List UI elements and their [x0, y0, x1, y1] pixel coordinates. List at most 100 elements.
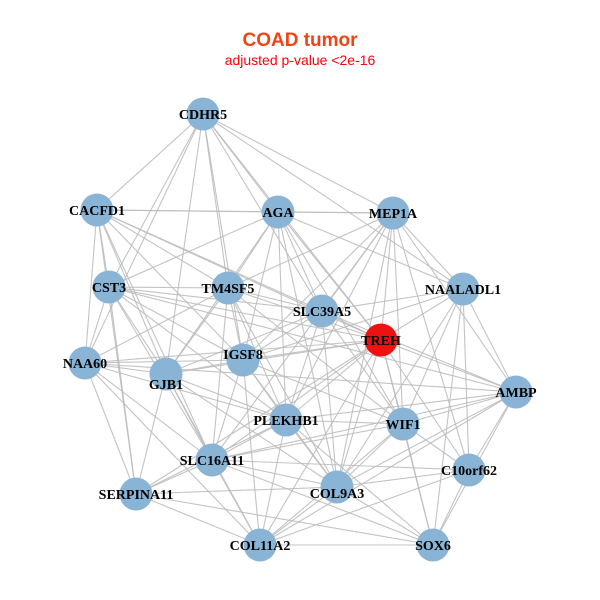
node-label-CACFD1: CACFD1 [69, 204, 125, 219]
edge-AMBP-COL9A3 [336, 391, 517, 488]
edge-C10orf62-COL9A3 [336, 469, 470, 488]
edge-CST3-TM4SF5 [108, 286, 229, 289]
edge-NAALADL1-WIF1 [402, 288, 464, 425]
edge-SERPINA11-COL9A3 [135, 486, 338, 495]
edge-MEP1A-PLEKHB1 [285, 212, 394, 421]
edge-NAA60-COL11A2 [84, 362, 261, 546]
edge-TREH-C10orf62 [380, 339, 470, 471]
edge-AGA-SLC39A5 [277, 211, 323, 312]
node-label-COL9A3: COL9A3 [310, 487, 364, 502]
node-IGSF8 [226, 343, 260, 377]
node-label-COL11A2: COL11A2 [230, 539, 291, 554]
edge-CST3-SERPINA11 [108, 286, 137, 495]
node-PLEKHB1 [269, 403, 303, 437]
node-NAALADL1 [446, 272, 480, 306]
edge-AGA-NAALADL1 [277, 211, 464, 290]
edge-TM4SF5-SLC16A11 [211, 287, 229, 461]
edge-WIF1-SLC16A11 [211, 423, 404, 461]
edge-TREH-MEP1A [380, 212, 394, 341]
node-GJB1 [149, 357, 183, 391]
edge-CDHR5-GJB1 [165, 113, 204, 375]
edge-CST3-GJB1 [108, 286, 167, 375]
node-CST3 [92, 270, 126, 304]
node-label-SERPINA11: SERPINA11 [99, 488, 174, 503]
figure-title: COAD tumor [242, 30, 358, 51]
node-label-AMBP: AMBP [495, 386, 537, 401]
edge-MEP1A-WIF1 [392, 212, 404, 425]
edge-CACFD1-SLC16A11 [96, 209, 213, 461]
edge-TREH-GJB1 [165, 339, 382, 375]
node-COL11A2 [243, 528, 277, 562]
edge-TREH-SLC16A11 [211, 339, 382, 461]
edge-NAA60-PLEKHB1 [84, 362, 287, 421]
edge-SLC39A5-PLEKHB1 [285, 310, 323, 421]
edge-WIF1-SOX6 [402, 423, 434, 546]
edge-SLC16A11-C10orf62 [211, 459, 470, 471]
edge-TM4SF5-COL9A3 [227, 287, 338, 488]
edge-SLC16A11-SOX6 [211, 459, 434, 546]
node-SERPINA11 [119, 477, 153, 511]
edge-SLC39A5-NAALADL1 [321, 288, 464, 312]
edge-PLEKHB1-COL11A2 [259, 419, 287, 546]
edge-CACFD1-GJB1 [96, 209, 167, 375]
edge-GJB1-COL9A3 [165, 373, 338, 488]
edge-IGSF8-WIF1 [242, 359, 404, 425]
node-MEP1A [376, 196, 410, 230]
node-C10orf62 [452, 453, 486, 487]
node-TM4SF5 [211, 271, 245, 305]
edge-CST3-PLEKHB1 [108, 286, 287, 421]
edge-CDHR5-MEP1A [202, 113, 394, 214]
node-label-MEP1A: MEP1A [369, 207, 418, 222]
edge-NAALADL1-AMBP [462, 288, 517, 393]
edge-GJB1-PLEKHB1 [165, 373, 287, 421]
edge-IGSF8-SLC16A11 [211, 359, 244, 461]
edge-NAALADL1-SOX6 [432, 288, 464, 546]
edge-TREH-AMBP [380, 339, 517, 393]
node-label-AGA: AGA [262, 206, 294, 221]
node-CACFD1 [80, 193, 114, 227]
edge-TREH-CST3 [108, 286, 382, 341]
edge-CDHR5-CACFD1 [96, 113, 204, 211]
edge-NAALADL1-C10orf62 [462, 288, 470, 471]
edge-AGA-CST3 [108, 211, 279, 288]
node-label-CST3: CST3 [92, 281, 126, 296]
node-COL9A3 [320, 470, 354, 504]
edge-NAALADL1-COL9A3 [336, 288, 464, 488]
edge-SLC39A5-GJB1 [165, 310, 323, 375]
edge-CDHR5-NAALADL1 [202, 113, 464, 290]
edge-CST3-SLC39A5 [108, 286, 323, 312]
edge-AMBP-COL11A2 [259, 391, 517, 546]
edge-NAA60-SERPINA11 [84, 362, 137, 495]
edge-TM4SF5-GJB1 [165, 287, 229, 375]
edge-NAA60-SLC16A11 [84, 362, 213, 461]
edge-TM4SF5-WIF1 [227, 287, 404, 425]
edge-MEP1A-NAALADL1 [392, 212, 464, 290]
edge-CST3-IGSF8 [108, 286, 244, 361]
edge-AGA-PLEKHB1 [277, 211, 287, 421]
node-SLC39A5 [305, 294, 339, 328]
edge-SLC39A5-COL9A3 [321, 310, 338, 488]
edge-MEP1A-IGSF8 [242, 212, 394, 361]
edge-TREH-COL11A2 [259, 339, 382, 546]
edge-COL9A3-SOX6 [336, 486, 434, 546]
edge-CACFD1-NAA60 [84, 209, 98, 364]
edge-AGA-MEP1A [277, 211, 394, 214]
node-AMBP [499, 375, 533, 409]
edge-PLEKHB1-SOX6 [285, 419, 434, 546]
edge-SERPINA11-COL11A2 [135, 493, 261, 546]
edge-CACFD1-IGSF8 [96, 209, 244, 361]
figure-subtitle: adjusted p-value <2e-16 [224, 52, 376, 68]
node-label-TREH: TREH [361, 334, 401, 349]
node-SLC16A11 [195, 443, 229, 477]
node-label-SLC39A5: SLC39A5 [293, 305, 351, 320]
edge-C10orf62-COL11A2 [259, 469, 470, 546]
edge-GJB1-SERPINA11 [135, 373, 167, 495]
node-SOX6 [416, 528, 450, 562]
edge-AMBP-SLC16A11 [211, 391, 517, 461]
edge-AGA-WIF1 [277, 211, 404, 425]
edge-CDHR5-CST3 [108, 113, 204, 288]
node-CDHR5 [186, 97, 220, 131]
edge-AMBP-PLEKHB1 [285, 391, 517, 421]
